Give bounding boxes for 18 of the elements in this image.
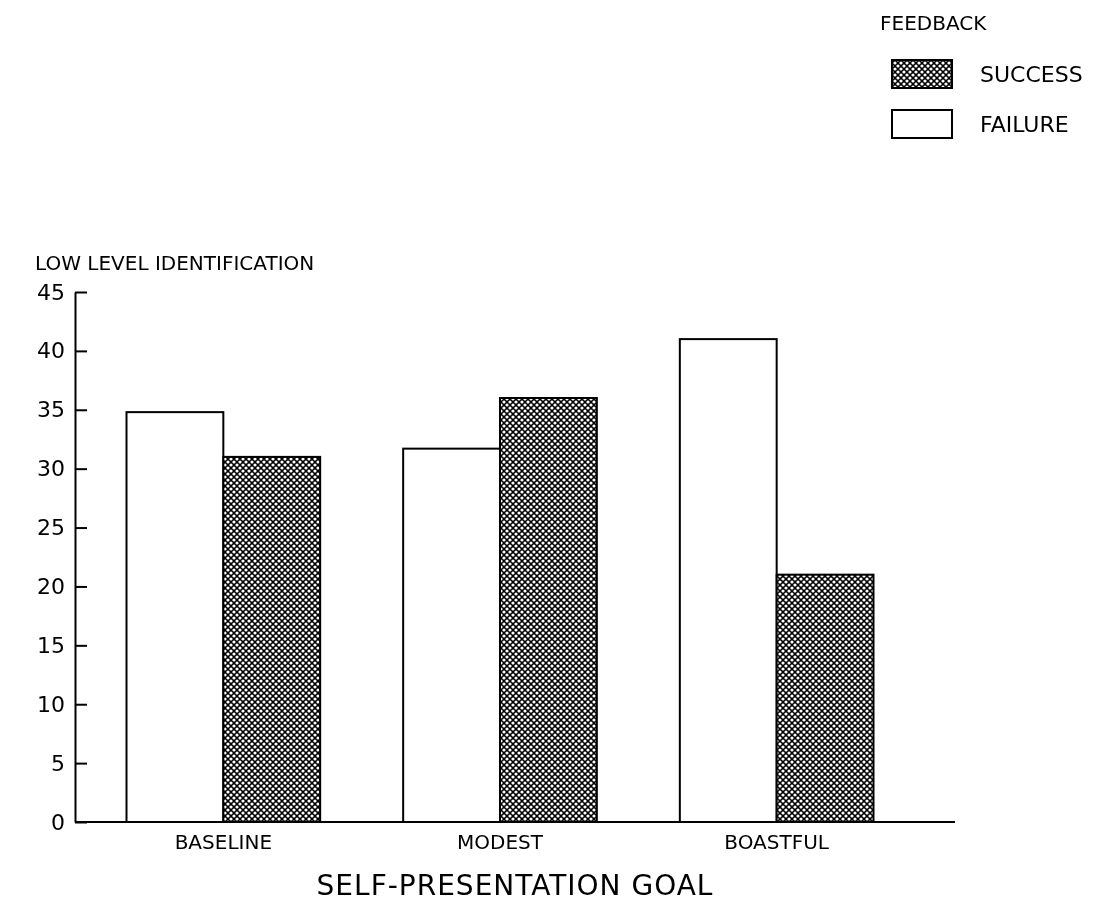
y-axis-title: LOW LEVEL IDENTIFICATION <box>35 251 315 275</box>
y-tick-label: 45 <box>37 279 65 305</box>
x-tick-label: BASELINE <box>174 830 273 854</box>
y-tick-label: 25 <box>37 515 65 541</box>
y-tick-label: 35 <box>37 397 65 423</box>
y-tick-label: 30 <box>37 456 65 482</box>
legend-label: FAILURE <box>980 112 1069 137</box>
y-tick-label: 20 <box>37 573 65 599</box>
x-tick-label: BOASTFUL <box>724 830 830 854</box>
x-axis-title: SELF-PRESENTATION GOAL <box>316 869 714 902</box>
y-tick-label: 0 <box>51 809 65 835</box>
legend-title: FEEDBACK <box>880 11 988 35</box>
x-tick-label: MODEST <box>457 830 544 854</box>
y-tick-label: 40 <box>37 338 65 364</box>
y-tick-label: 5 <box>51 750 65 776</box>
y-tick-label: 15 <box>37 632 65 658</box>
y-tick-label: 10 <box>37 691 65 717</box>
legend-label: SUCCESS <box>980 62 1083 87</box>
